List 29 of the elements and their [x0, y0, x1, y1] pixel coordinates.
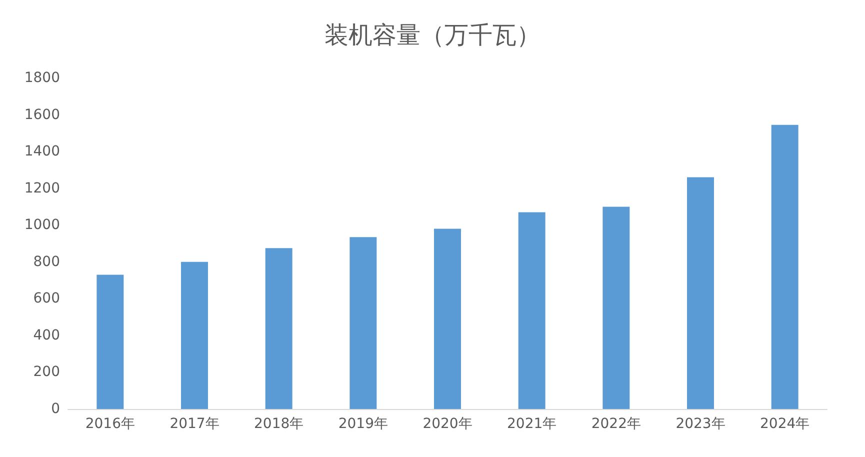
bar — [771, 124, 798, 409]
x-tick-label: 2020年 — [422, 416, 472, 432]
x-tick-label: 2017年 — [170, 416, 220, 432]
y-tick-label: 0 — [51, 401, 60, 417]
bar — [265, 248, 292, 409]
bar — [602, 206, 630, 409]
bar — [434, 228, 461, 409]
x-tick-label: 2021年 — [507, 416, 557, 432]
y-tick-label: 1800 — [24, 70, 60, 86]
y-tick-label: 1000 — [24, 217, 60, 234]
chart-title: 装机容量（万千瓦） — [324, 21, 540, 49]
y-tick-label: 1600 — [24, 106, 60, 123]
bar — [518, 212, 546, 409]
x-tick-label: 2019年 — [338, 416, 388, 432]
y-tick-label: 200 — [33, 364, 60, 380]
x-tick-label: 2023年 — [676, 416, 726, 432]
x-tick-label: 2018年 — [254, 416, 304, 432]
bar — [687, 177, 714, 409]
y-tick-label: 1200 — [24, 180, 60, 196]
x-tick-label: 2016年 — [85, 416, 135, 432]
bar — [350, 237, 377, 409]
y-tick-label: 600 — [33, 290, 60, 307]
y-tick-label: 400 — [33, 327, 60, 344]
x-tick-label: 2024年 — [760, 416, 810, 432]
y-tick-label: 1400 — [24, 144, 60, 160]
bar — [96, 274, 124, 409]
x-tick-label: 2022年 — [591, 416, 641, 432]
y-tick-label: 800 — [33, 254, 60, 270]
bar — [181, 262, 208, 409]
